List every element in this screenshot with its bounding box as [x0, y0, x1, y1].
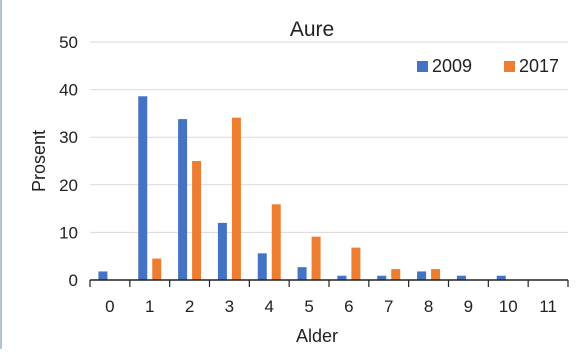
- bar-2017: [231, 117, 241, 281]
- y-tick-label: 10: [59, 223, 78, 242]
- bar-2009: [138, 96, 148, 280]
- x-tick-label: 7: [384, 297, 393, 316]
- bar-2009: [178, 119, 188, 280]
- bar-2017: [391, 269, 401, 280]
- bar-2009: [496, 275, 506, 280]
- bar-2009: [337, 275, 347, 280]
- bar-2009: [297, 267, 307, 280]
- y-tick-label: 20: [59, 176, 78, 195]
- legend-swatch-2017: [504, 61, 515, 72]
- y-axis-label: Prosent: [29, 130, 49, 192]
- bar-2017: [192, 161, 202, 280]
- x-tick-label: 6: [344, 297, 353, 316]
- bar-2009: [417, 271, 427, 280]
- bar-2017: [311, 236, 321, 280]
- chart-title: Aure: [290, 18, 334, 41]
- legend-swatch-2009: [417, 61, 428, 72]
- legend-label-2009: 2009: [432, 56, 472, 76]
- bar-2009: [98, 271, 108, 280]
- axes: 0 10 20 30 40 50 0 1 2 3 4 5 6 7 8 9 10 11: [59, 33, 569, 316]
- bar-2017: [431, 269, 441, 280]
- legend-label-2017: 2017: [519, 56, 559, 76]
- x-tick-label: 0: [105, 297, 114, 316]
- bar-2009: [456, 275, 466, 280]
- bar-2009: [257, 253, 267, 280]
- gridlines: [90, 41, 568, 233]
- bar-2009: [377, 275, 387, 280]
- x-tick-label: 1: [145, 297, 154, 316]
- bar-2017: [152, 258, 162, 280]
- x-tick-label: 11: [539, 297, 557, 316]
- panel-border: [0, 0, 2, 349]
- y-tick-label: 30: [59, 128, 78, 147]
- bar-2009: [217, 222, 227, 280]
- y-tick-label: 0: [69, 271, 78, 290]
- x-tick-label: 4: [265, 297, 274, 316]
- x-tick-label: 3: [225, 297, 234, 316]
- x-tick-label: 8: [424, 297, 433, 316]
- y-tick-label: 50: [59, 33, 78, 52]
- x-tick-label: 2: [185, 297, 194, 316]
- bar-2017: [271, 204, 281, 280]
- legend: 2009 2017: [417, 56, 559, 76]
- x-tick-label: 9: [464, 297, 473, 316]
- y-tick-label: 40: [59, 81, 78, 100]
- x-tick-label: 10: [499, 297, 518, 316]
- bar-2017: [351, 247, 361, 280]
- x-axis-label: Alder: [296, 326, 338, 346]
- x-tick-label: 5: [304, 297, 313, 316]
- bars: [98, 96, 506, 281]
